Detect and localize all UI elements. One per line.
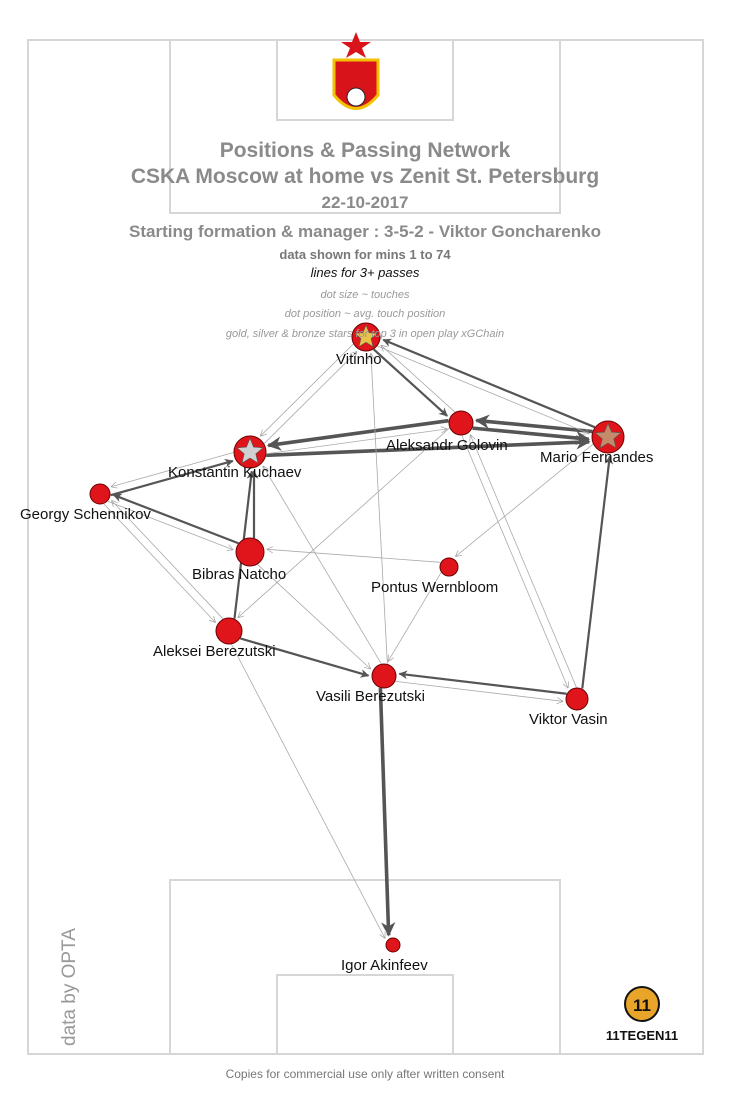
svg-text:11: 11	[633, 996, 651, 1015]
cska-logo	[332, 32, 380, 110]
top-goal-box	[276, 39, 454, 121]
pass-line-kuc-gol	[266, 429, 446, 455]
player-dot-gol[interactable]	[448, 410, 474, 436]
legend-stars: gold, silver & bronze stars for top 3 in…	[225, 328, 505, 340]
player-dot-aki[interactable]	[385, 937, 401, 953]
pass-line-sch-nat	[107, 500, 233, 549]
pass-line-vbe-vit	[371, 354, 388, 664]
pass-line-gol-abe	[238, 427, 450, 617]
pass-line-gol-vit	[381, 345, 456, 413]
data-source: data by OPTA	[59, 928, 80, 1046]
pass-line-vbe-kuc	[263, 466, 382, 664]
pass-line-vbe-vas	[395, 680, 562, 701]
pass-line-wer-nat	[267, 549, 441, 563]
player-label: Konstantin Kuchaev	[168, 464, 302, 481]
legend-size: dot size ~ touches	[320, 289, 410, 301]
player-label: Igor Akinfeev	[341, 957, 428, 974]
bottom-goal-box	[276, 974, 454, 1055]
pass-line-abe-aki	[231, 644, 384, 938]
pass-line-abe-sch	[112, 501, 224, 620]
player-dot-abe[interactable]	[215, 617, 243, 645]
pass-line-vbe-aki	[378, 688, 396, 937]
player-label: Vasili Berezutski	[316, 688, 425, 705]
match-title: CSKA Moscow at home vs Zenit St. Petersb…	[130, 165, 600, 188]
player-label: Viktor Vasin	[529, 711, 608, 728]
match-date: 22-10-2017	[321, 193, 409, 212]
player-dot-sch[interactable]	[89, 483, 111, 505]
star-icon-bronze	[594, 422, 622, 449]
pass-line-vit-kuc	[261, 343, 354, 436]
player-label: Bibras Natcho	[192, 566, 287, 583]
player-label: Pontus Wernbloom	[371, 579, 499, 596]
pass-line-fer-wer	[456, 443, 594, 556]
pass-line-vit-gol	[372, 348, 448, 417]
minutes-text: data shown for mins 1 to 74	[279, 247, 451, 262]
star-icon-gold	[353, 324, 379, 348]
pass-line-abe-vbe	[240, 637, 370, 678]
player-dot-vbe[interactable]	[371, 663, 397, 689]
chart-title: Positions & Passing Network	[219, 139, 511, 162]
pass-line-wer-vbe	[388, 572, 442, 661]
pass-line-sch-abe	[103, 503, 215, 622]
player-dot-wer[interactable]	[439, 557, 459, 577]
pass-line-vas-fer	[581, 455, 614, 689]
pass-line-kuc-vit	[263, 352, 357, 444]
svg-text:11TEGEN11: 11TEGEN11	[606, 1028, 678, 1043]
formation-text: Starting formation & manager : 3-5-2 - V…	[129, 222, 601, 241]
player-label: Aleksandr Golovin	[386, 437, 508, 454]
pass-line-sch-kuc	[110, 458, 234, 497]
player-label: Vitinho	[336, 351, 382, 368]
player-label: Mario Fernandes	[540, 449, 654, 466]
consent-note: Copies for commercial use only after wri…	[225, 1067, 505, 1081]
player-label: Aleksei Berezutski	[153, 643, 276, 660]
player-dot-vas[interactable]	[565, 687, 589, 711]
pass-line-kuc-sch	[111, 452, 234, 486]
pass-line-gol-kuc	[266, 418, 449, 451]
pass-line-vas-vbe	[398, 670, 567, 695]
legend-position: dot position ~ avg. touch position	[284, 308, 446, 320]
pass-line-nat-vbe	[257, 564, 371, 668]
pass-line-nat-sch	[112, 493, 239, 545]
player-label: Georgy Schennikov	[20, 506, 151, 523]
pass-line-fer-gol	[474, 414, 593, 434]
pass-line-vas-gol	[470, 435, 577, 688]
star-icon-silver	[236, 437, 264, 464]
pass-line-kuc-fer	[266, 435, 591, 458]
pass-line-fer-vit	[382, 338, 596, 429]
pass-line-vit-fer	[377, 345, 589, 433]
11tegen11-logo: 11 11TEGEN11	[606, 986, 678, 1043]
pass-line-gol-fer	[472, 426, 591, 446]
player-dot-nat[interactable]	[235, 537, 265, 567]
lines-note: lines for 3+ passes	[310, 265, 420, 280]
pass-line-gol-vas	[461, 435, 568, 688]
